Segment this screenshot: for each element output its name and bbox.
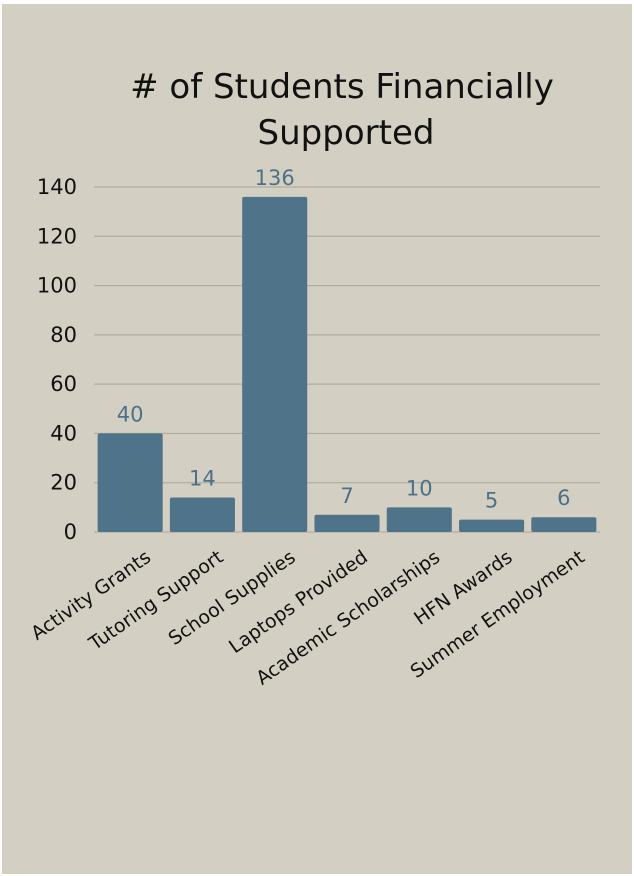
y-tick-label: 140 <box>37 175 77 199</box>
data-labels: 40 14 136 7 10 5 6 <box>117 166 571 513</box>
data-label: 10 <box>406 476 433 500</box>
x-tick-label: Tutoring Support <box>84 546 227 655</box>
y-tick-label: 20 <box>50 471 77 495</box>
y-tick-label: 0 <box>64 520 77 544</box>
y-tick-label: 60 <box>50 372 77 396</box>
bar-2 <box>242 196 308 532</box>
x-tick-label: Activity Grants <box>27 546 155 645</box>
bar-0 <box>97 433 163 532</box>
y-axis-ticks: 0 20 40 60 80 100 120 140 <box>37 175 77 544</box>
data-label: 7 <box>340 484 353 508</box>
bar-5 <box>459 519 525 532</box>
y-tick-label: 80 <box>50 323 77 347</box>
data-label: 136 <box>255 166 295 190</box>
bar-3 <box>314 514 380 532</box>
y-tick-label: 40 <box>50 421 77 445</box>
bar-1 <box>169 497 235 532</box>
bar-4 <box>386 507 452 532</box>
y-tick-label: 120 <box>37 224 77 248</box>
chart-title-line-1: # of Students Financially <box>130 67 554 107</box>
bars <box>97 196 597 532</box>
data-label: 5 <box>485 489 498 513</box>
data-label: 6 <box>557 486 570 510</box>
data-label: 40 <box>117 402 144 426</box>
bar-6 <box>531 517 597 532</box>
data-label: 14 <box>189 467 216 491</box>
y-tick-label: 100 <box>37 274 77 298</box>
gridlines <box>94 186 600 533</box>
chart-title-line-2: Supported <box>258 113 435 153</box>
